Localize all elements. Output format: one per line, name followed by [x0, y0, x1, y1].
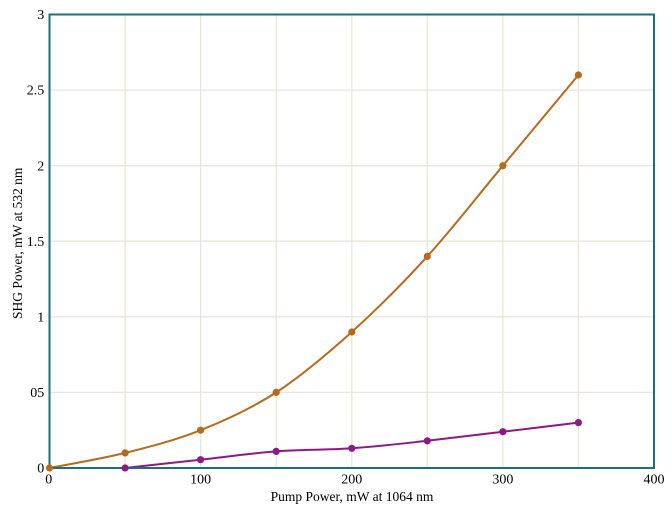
svg-text:Pump Power, mW at 1064 nm: Pump Power, mW at 1064 nm — [271, 489, 434, 504]
svg-text:0: 0 — [45, 472, 52, 487]
svg-text:200: 200 — [341, 472, 362, 487]
svg-text:2.5: 2.5 — [27, 84, 45, 99]
svg-text:300: 300 — [492, 472, 513, 487]
svg-text:100: 100 — [190, 472, 211, 487]
svg-text:SHG Power, mW at 532 nm: SHG Power, mW at 532 nm — [10, 167, 25, 319]
svg-text:400: 400 — [644, 472, 665, 487]
svg-text:2: 2 — [37, 159, 44, 174]
svg-text:1.5: 1.5 — [27, 235, 45, 250]
svg-text:0: 0 — [37, 462, 44, 477]
svg-text:3: 3 — [37, 8, 44, 23]
svg-text:05: 05 — [30, 386, 44, 401]
svg-text:1: 1 — [37, 310, 44, 325]
